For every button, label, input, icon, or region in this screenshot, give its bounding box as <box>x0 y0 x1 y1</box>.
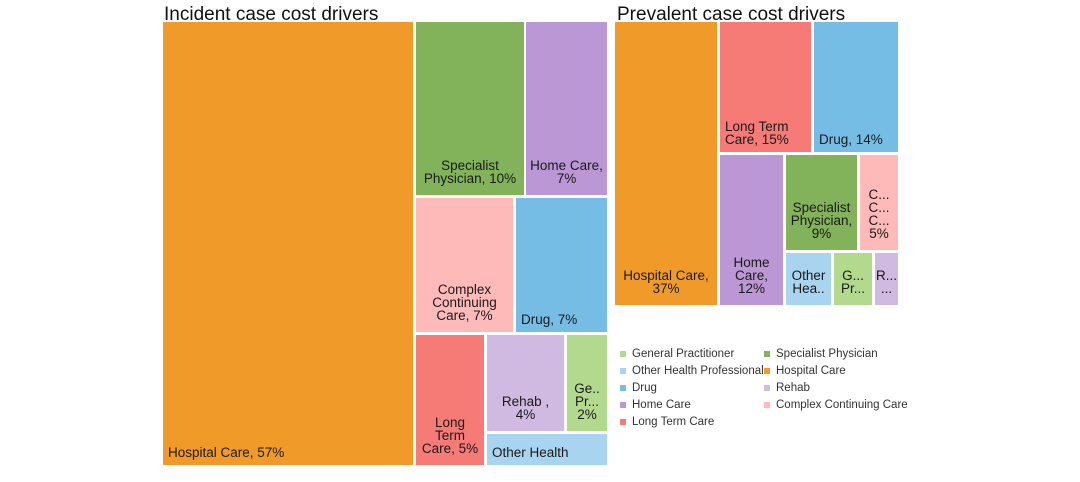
tile-label: G... Pr... <box>840 268 865 296</box>
tile-general-practitioner[interactable]: Ge.. Pr... 2% <box>567 335 607 431</box>
tile-long-term-care[interactable]: Long Term Care, 5% <box>416 335 484 465</box>
tile-label: Specialist Physician, 9% <box>790 200 853 241</box>
legend-item-other-health-professional[interactable]: Other Health Professional <box>620 364 764 378</box>
legend-swatch <box>620 419 626 425</box>
legend-label: Specialist Physician <box>776 348 878 360</box>
tile-rehab[interactable]: R... ... <box>875 253 898 305</box>
legend-item-specialist-physician[interactable]: Specialist Physician <box>764 347 878 361</box>
legend-label: Drug <box>632 382 657 394</box>
tile-label: Drug, 14% <box>819 132 883 147</box>
tile-label: R... ... <box>875 268 897 296</box>
legend-label: Rehab <box>776 382 810 394</box>
legend-item-home-care[interactable]: Home Care <box>620 398 691 412</box>
legend-swatch <box>764 385 770 391</box>
legend-swatch <box>620 385 626 391</box>
tile-general-practitioner[interactable]: G... Pr... <box>834 253 872 305</box>
tile-specialist-physician[interactable]: Specialist Physician, 9% <box>786 155 857 250</box>
legend-swatch <box>764 351 770 357</box>
tile-label: Complex Continuing Care, 7% <box>432 282 497 323</box>
legend-swatch <box>764 402 770 408</box>
tile-other-health-professional[interactable]: Other Health <box>487 434 607 465</box>
tile-label: Specialist Physician, 10% <box>423 158 517 186</box>
tile-other-health-professional[interactable]: Other Hea.. <box>786 253 831 305</box>
legend-item-drug[interactable]: Drug <box>620 381 657 395</box>
incident-chart-title: Incident case cost drivers <box>164 4 379 25</box>
tile-label: Rehab , 4% <box>501 394 550 422</box>
tile-label: Ge.. Pr... 2% <box>574 381 600 422</box>
tile-hospital-care[interactable]: Hospital Care, 37% <box>615 22 717 305</box>
tile-label: Other Hea.. <box>791 268 826 296</box>
legend-label: Hospital Care <box>776 365 846 377</box>
legend-label: Long Term Care <box>632 416 715 428</box>
legend-label: Complex Continuing Care <box>776 399 908 411</box>
tile-label: Other Health <box>492 445 569 460</box>
legend-label: Other Health Professional <box>632 365 764 377</box>
tile-label: C... C... C... 5% <box>868 187 890 241</box>
tile-home-care[interactable]: Home Care, 7% <box>526 22 607 195</box>
tile-home-care[interactable]: Home Care, 12% <box>720 155 783 305</box>
legend-item-complex-continuing-care[interactable]: Complex Continuing Care <box>764 398 908 412</box>
tile-label: Long Term Care, 15% <box>725 119 789 147</box>
legend-swatch <box>620 368 626 374</box>
legend-swatch <box>764 368 770 374</box>
legend-label: Home Care <box>632 399 691 411</box>
tile-label: Hospital Care, 37% <box>623 268 709 296</box>
tile-drug[interactable]: Drug, 14% <box>814 22 898 152</box>
tile-complex-continuing-care[interactable]: Complex Continuing Care, 7% <box>416 198 513 332</box>
legend-item-hospital-care[interactable]: Hospital Care <box>764 364 846 378</box>
tile-label: Hospital Care, 57% <box>168 445 285 460</box>
legend: General Practitioner Specialist Physician… <box>620 347 920 437</box>
tile-complex-continuing-care[interactable]: C... C... C... 5% <box>860 155 898 250</box>
tile-rehab[interactable]: Rehab , 4% <box>487 335 564 431</box>
tile-label: Home Care, 7% <box>530 158 603 186</box>
legend-swatch <box>620 402 626 408</box>
tile-specialist-physician[interactable]: Specialist Physician, 10% <box>416 22 524 195</box>
legend-item-rehab[interactable]: Rehab <box>764 381 810 395</box>
legend-swatch <box>620 351 626 357</box>
tile-hospital-care[interactable]: Hospital Care, 57% <box>163 22 413 465</box>
tile-long-term-care[interactable]: Long Term Care, 15% <box>720 22 811 152</box>
tile-label: Home Care, 12% <box>733 255 770 296</box>
tile-label: Long Term Care, 5% <box>421 415 479 456</box>
tile-label: Drug, 7% <box>521 312 578 327</box>
prevalent-chart-title: Prevalent case cost drivers <box>617 4 846 25</box>
legend-label: General Practitioner <box>632 348 735 360</box>
tile-drug[interactable]: Drug, 7% <box>516 198 607 332</box>
legend-item-long-term-care[interactable]: Long Term Care <box>620 415 714 429</box>
legend-item-general-practitioner[interactable]: General Practitioner <box>620 347 734 361</box>
